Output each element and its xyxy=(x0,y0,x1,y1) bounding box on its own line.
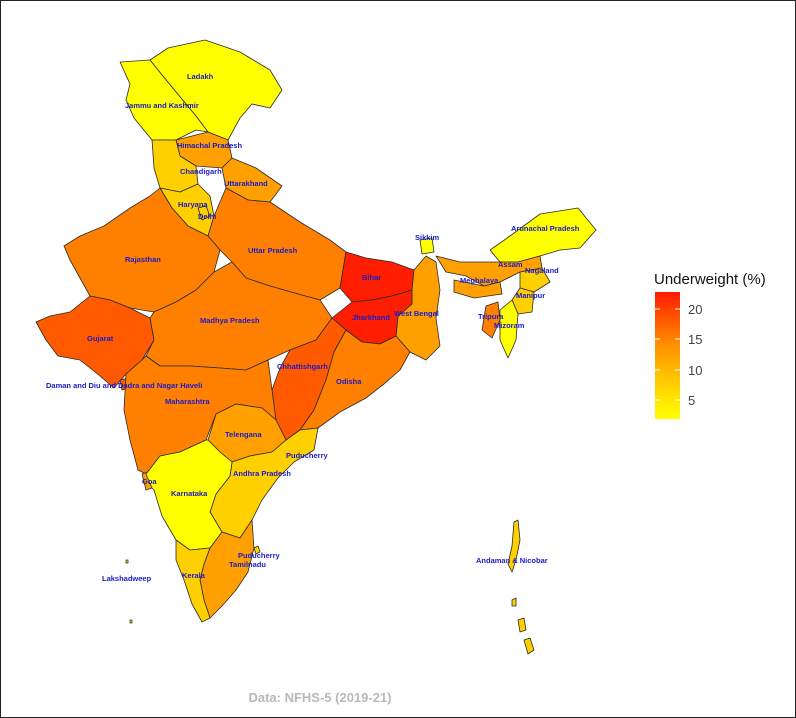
label-puducherry-south: Puducherry xyxy=(238,551,281,560)
label-mizoram: Mizoram xyxy=(494,321,525,330)
region-karnataka xyxy=(145,439,233,551)
label-haryana: Haryana xyxy=(178,200,208,209)
label-ladakh: Ladakh xyxy=(187,72,214,81)
region-delhi xyxy=(197,205,211,221)
legend: Underweight (%) 20 15 10 5 xyxy=(654,271,766,419)
label-jammu-kashmir: Jammu and Kashmir xyxy=(125,101,199,110)
label-andaman-nicobar: Andaman & Nicobar xyxy=(476,556,548,565)
region-nagaland xyxy=(519,267,551,293)
label-goa: Goa xyxy=(142,477,157,486)
region-puducherry xyxy=(253,545,261,555)
label-andhra-pradesh: Andhra Pradesh xyxy=(233,469,291,478)
label-sikkim: Sikkim xyxy=(415,233,440,242)
label-telangana: Telengana xyxy=(225,430,262,439)
label-chhattisgarh: Chhattishgarh xyxy=(277,362,328,371)
region-kerala xyxy=(175,539,211,623)
legend-colorbar xyxy=(655,292,680,419)
region-uttar-pradesh xyxy=(207,187,347,301)
label-delhi: Delhi xyxy=(198,212,216,221)
legend-tick-10: 10 xyxy=(688,363,702,378)
label-lakshadweep: Lakshadweep xyxy=(102,574,152,583)
data-source-caption: Data: NFHS-5 (2019-21) xyxy=(248,690,392,705)
label-maharashtra: Maharashtra xyxy=(165,397,210,406)
label-himachal-pradesh: Himachal Pradesh xyxy=(177,141,242,150)
region-sikkim xyxy=(419,237,435,255)
region-mizoram xyxy=(499,299,519,359)
label-uttarakhand: Uttarakhand xyxy=(224,179,268,188)
region-lakshadweep xyxy=(125,559,133,624)
region-arunachal xyxy=(489,207,597,263)
legend-tick-20: 20 xyxy=(688,302,702,317)
label-meghalaya: Meghalaya xyxy=(460,276,499,285)
legend-tick-15: 15 xyxy=(688,332,702,347)
region-odisha xyxy=(299,329,411,431)
region-gujarat xyxy=(35,295,155,389)
label-kerala: Kerala xyxy=(182,571,206,580)
legend-tick-5: 5 xyxy=(688,393,695,408)
label-puducherry-east: Puducherry xyxy=(286,451,329,460)
label-manipur: Manipur xyxy=(516,291,545,300)
region-tripura xyxy=(481,301,501,339)
region-meghalaya xyxy=(453,279,503,299)
label-bihar: Bihar xyxy=(362,273,381,282)
label-jharkhand: Jharkhand xyxy=(352,313,390,322)
label-tripura: Tripura xyxy=(478,312,504,321)
label-west-bengal: West Bengal xyxy=(394,309,439,318)
region-manipur xyxy=(511,287,535,315)
label-uttar-pradesh: Uttar Pradesh xyxy=(248,246,298,255)
label-madhya-pradesh: Madhya Pradesh xyxy=(200,316,260,325)
label-gujarat: Gujarat xyxy=(87,334,114,343)
label-odisha: Odisha xyxy=(336,377,362,386)
label-daman-diu: Daman and Diu and Dadra and Nagar Haveli xyxy=(46,381,202,390)
label-rajasthan: Rajasthan xyxy=(125,255,161,264)
label-karnataka: Karnataka xyxy=(171,489,208,498)
legend-title: Underweight (%) xyxy=(654,271,766,288)
label-nagaland: Nagaland xyxy=(525,266,559,275)
label-assam: Assam xyxy=(498,260,523,269)
region-andaman-nicobar xyxy=(507,519,535,655)
label-tamil-nadu: Tamilnadu xyxy=(229,560,266,569)
label-arunachal: Arunachal Pradesh xyxy=(511,224,580,233)
label-chandigarh: Chandigarh xyxy=(180,167,222,176)
